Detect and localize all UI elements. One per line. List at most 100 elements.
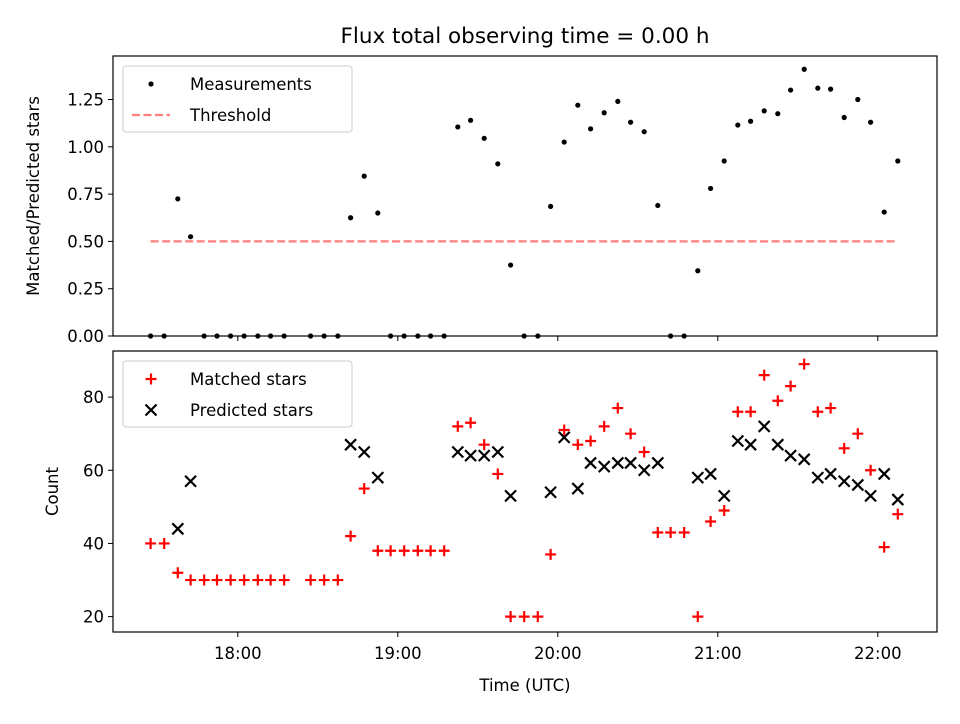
data-point [637,464,651,477]
data-point [652,526,664,538]
data-point [425,545,437,557]
data-point [731,434,745,448]
y-tick-label: 0.00 [67,327,104,346]
data-point [625,428,637,440]
data-point [665,526,677,538]
data-point [278,574,290,586]
data-point [624,456,637,470]
data-point [695,268,701,274]
y-axis-label: Count [43,466,62,516]
data-point [892,508,904,520]
x-axis-label: Time (UTC) [478,676,570,695]
data-point [615,98,621,105]
data-point [145,537,157,549]
data-point [717,489,731,503]
chart-title: Flux total observing time = 0.00 h [341,24,710,49]
data-point [225,574,237,586]
legend-label: Measurements [190,75,312,94]
data-point [868,119,874,125]
data-point [477,449,491,462]
legend: Measurements Threshold [122,65,353,133]
x-tick-label: 22:00 [854,644,902,663]
y-tick-label: 80 [83,388,104,407]
data-point [825,402,837,414]
data-point [572,439,584,451]
data-point [332,574,344,586]
data-point [451,445,465,459]
data-point [745,406,757,418]
data-point [837,474,851,488]
data-point [708,185,714,192]
panel-0: 0.00 0.25 0.50 0.75 1.00 1.25 Matched/Predicte… [24,55,938,346]
data-point [532,611,544,623]
data-point [491,445,505,459]
legend-label: Predicted stars [190,401,313,420]
data-point [452,420,464,432]
data-point [238,574,250,586]
data-point [584,456,597,470]
data-point [638,446,650,458]
data-point [732,406,744,418]
data-point [188,234,194,240]
data-point [758,369,770,381]
legend-swatch [144,403,158,417]
data-point [704,467,717,481]
data-point [184,474,197,488]
data-point [252,574,264,586]
data-point [598,420,610,432]
data-point [784,449,797,462]
data-point [718,505,730,517]
data-point [371,471,385,484]
data-point [412,545,424,557]
data-point [561,139,567,145]
data-point [504,489,517,503]
series-matched-stars [145,358,904,623]
data-point [797,453,811,466]
y-tick-label: 60 [83,461,104,480]
legend-box [122,360,353,428]
data-point [775,111,781,117]
data-point [601,110,607,116]
data-point [265,574,277,586]
y-axis-label: Matched/Predicted stars [24,96,43,296]
data-point [361,173,367,179]
data-point [544,485,557,499]
data-point [357,445,371,459]
data-point [678,526,690,538]
data-point [865,464,877,476]
data-point [757,420,771,433]
data-point [881,209,887,215]
data-point [841,114,847,121]
data-point [492,468,504,480]
data-point [801,66,807,72]
data-point [824,467,837,481]
data-point [891,493,905,506]
y-tick-label: 1.00 [67,138,104,157]
data-point [345,530,357,542]
data-point [508,262,514,268]
data-point [651,456,665,470]
legend-swatch [148,81,154,87]
x-tick-label: 19:00 [374,644,422,663]
data-point [557,431,571,444]
data-point [815,85,821,91]
y-tick-label: 40 [83,534,104,553]
data-point [468,117,474,123]
legend: Matched stars Predicted stars [122,360,353,428]
data-point [348,215,354,221]
y-tick-label: 0.75 [67,185,104,204]
data-point [438,545,450,557]
data-point [641,129,647,135]
data-point [864,489,877,503]
data-point [158,537,170,549]
data-point [172,567,184,579]
data-point [878,541,890,553]
data-point [518,611,530,623]
data-point [545,548,557,560]
data-point [628,119,634,125]
data-point [877,467,891,481]
data-point [828,86,834,92]
data-point [548,203,554,210]
data-point [811,471,825,484]
